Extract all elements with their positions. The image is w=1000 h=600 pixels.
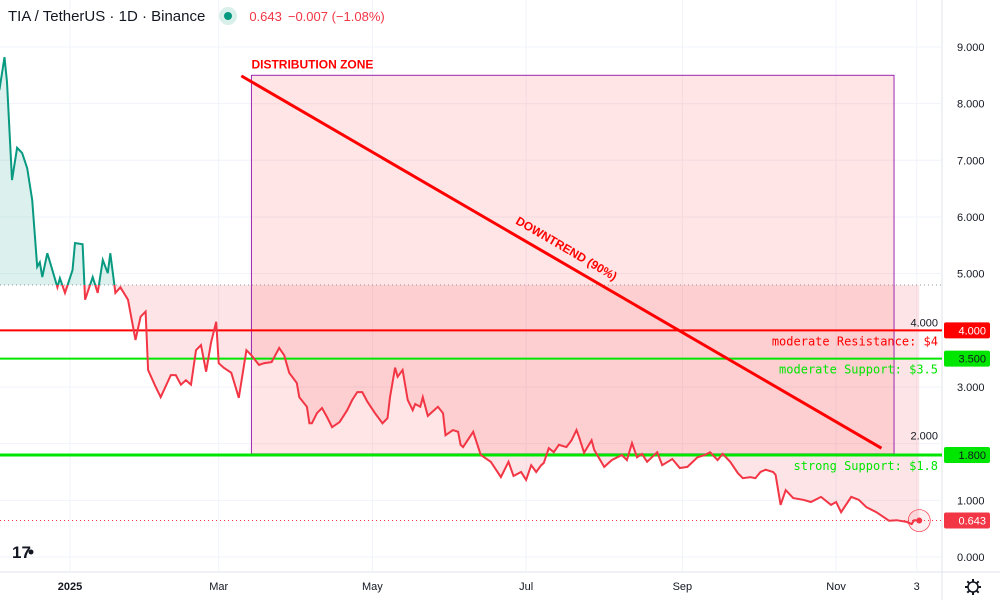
- price-change: −0.007 (−1.08%): [287, 8, 385, 24]
- zone-label: DISTRIBUTION ZONE: [251, 57, 373, 71]
- symbol-title[interactable]: TIA / TetherUS · 1D · Binance: [8, 7, 206, 25]
- price-axis-badge: [944, 350, 990, 367]
- last-price-dot: [916, 517, 923, 524]
- price-axis-badge: [944, 446, 990, 463]
- last-price-badge-label: 0.643: [958, 516, 986, 528]
- market-open-dot-icon: [219, 7, 238, 25]
- time-axis[interactable]: 2025 Mar May Jul Sep Nov 3: [58, 581, 920, 593]
- y-tick-label: 8.000: [957, 99, 985, 111]
- trendline[interactable]: [240, 74, 883, 450]
- x-tick-label: Nov: [826, 581, 846, 593]
- x-tick-label: Jul: [519, 581, 533, 593]
- x-tick-label: Mar: [209, 581, 228, 593]
- support-label: strong Support: $1.8: [794, 459, 939, 473]
- price-axis-badge-label: 1.800: [958, 450, 986, 462]
- x-tick-label: 2025: [58, 581, 82, 593]
- y-tick-label: 4.000: [910, 317, 938, 329]
- price-line: [0, 57, 942, 532]
- y-tick-label: 7.000: [957, 155, 985, 167]
- x-tick-label: Sep: [673, 581, 693, 593]
- y-tick-label: 9.000: [957, 42, 985, 54]
- y-tick-label: 2.000: [910, 431, 938, 443]
- price-line-below: [55, 284, 920, 526]
- price-axis[interactable]: 0.000 1.000 2.000 3.000 4.000 5.000 6.000 7.000…: [910, 42, 990, 564]
- logo-dot: [28, 549, 34, 555]
- last-price: 0.643: [249, 8, 282, 24]
- chart-header: TIA / TetherUS · 1D · Binance 0.643 −0.0…: [8, 7, 385, 25]
- y-tick-label: 6.000: [957, 212, 985, 224]
- tradingview-logo[interactable]: 17: [12, 543, 34, 562]
- horizontal-levels[interactable]: moderate Resistance: $4 moderate Support:…: [0, 329, 942, 473]
- gear-icon[interactable]: [965, 579, 981, 595]
- y-tick-label: 5.000: [957, 269, 985, 281]
- y-tick-label: 0.000: [957, 552, 985, 564]
- y-tick-label: 3.000: [957, 382, 985, 394]
- price-axis-badge-label: 3.500: [958, 354, 986, 366]
- last-price-badge: [944, 512, 990, 529]
- x-tick-label: May: [362, 581, 383, 593]
- price-axis-badge-label: 4.000: [958, 325, 986, 337]
- y-tick-label: 1.000: [957, 495, 985, 507]
- price-axis-badge: [944, 322, 990, 339]
- resistance-label: moderate Resistance: $4: [772, 334, 938, 348]
- zone-rect[interactable]: [250, 74, 895, 455]
- distribution-zone[interactable]: DISTRIBUTION ZONE: [250, 57, 895, 455]
- x-tick-label: 3: [914, 581, 920, 593]
- logo-text: 17: [12, 543, 31, 562]
- support-label: moderate Support: $3.5: [779, 363, 938, 377]
